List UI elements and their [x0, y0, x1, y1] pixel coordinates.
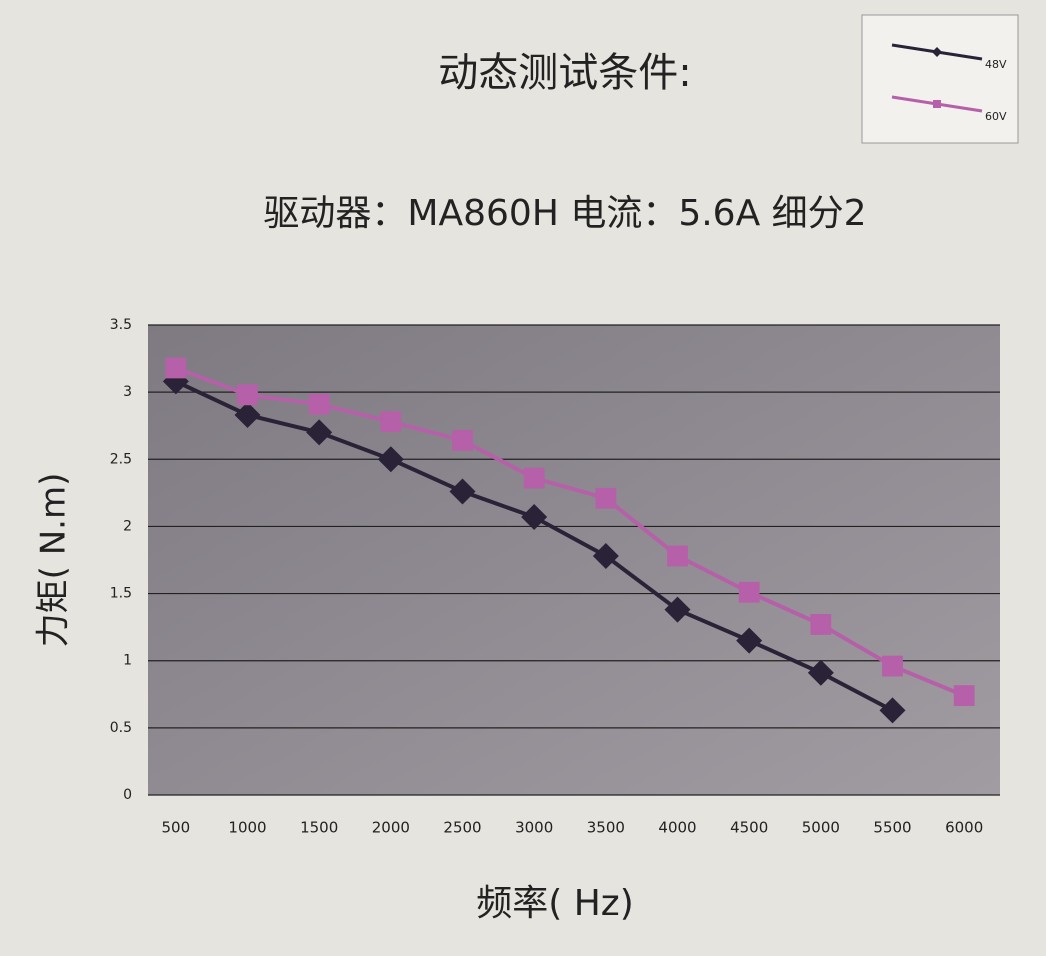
data-point: [807, 659, 834, 686]
x-tick-label: 1000: [228, 819, 266, 837]
x-tick-label: 2000: [372, 819, 410, 837]
marker: [932, 47, 942, 57]
data-point: [165, 357, 187, 379]
data-point: [664, 596, 691, 623]
y-tick-label: 0.5: [110, 720, 132, 736]
y-tick-label: 3.5: [110, 317, 132, 333]
data-point: [521, 504, 548, 531]
data-point: [738, 581, 760, 603]
series-line: [175, 366, 965, 698]
data-point: [879, 697, 906, 724]
data-point: [595, 487, 617, 509]
data-point: [237, 384, 258, 406]
data-point: [380, 411, 402, 433]
x-tick-label: 500: [162, 819, 191, 837]
data-point: [882, 655, 903, 677]
y-tick-label: 2.5: [110, 451, 132, 467]
x-tick-label: 3500: [587, 819, 625, 837]
y-tick-label: 2: [123, 518, 132, 534]
y-tick-label: 1.5: [110, 586, 132, 602]
y-axis-label: 力矩( N.m): [34, 473, 74, 648]
legend-label: 60V: [985, 110, 1007, 123]
data-point: [667, 545, 688, 567]
data-point: [592, 542, 619, 569]
x-tick-label: 4500: [730, 819, 768, 837]
chart-title: 动态测试条件:: [438, 50, 691, 96]
data-point: [523, 467, 545, 489]
y-tick-label: 0: [123, 787, 132, 803]
x-tick-label: 1500: [300, 819, 338, 837]
data-point: [810, 614, 832, 635]
data-point: [953, 685, 975, 707]
marker: [933, 100, 941, 108]
x-tick-label: 3000: [515, 819, 553, 837]
chart-subtitle: 驱动器：MA860H 电流：5.6A 细分2: [263, 193, 866, 234]
plot-area: [148, 325, 1000, 795]
legend-box: [861, 14, 1019, 144]
data-point: [377, 446, 404, 473]
x-tick-label: 2500: [443, 819, 481, 837]
y-tick-label: 1: [123, 653, 132, 669]
y-tick-label: 3: [123, 384, 132, 400]
x-tick-label: 5500: [873, 819, 911, 837]
data-point: [234, 401, 261, 428]
data-point: [452, 430, 473, 451]
x-tick-label: 6000: [945, 819, 983, 837]
x-axis-label: 频率( Hz): [476, 883, 634, 924]
data-point: [449, 478, 476, 505]
data-point: [736, 627, 763, 654]
x-tick-label: 5000: [802, 819, 840, 837]
legend-label: 48V: [985, 58, 1007, 71]
data-point: [308, 393, 330, 415]
data-point: [306, 419, 333, 446]
x-tick-label: 4000: [658, 819, 696, 837]
legend: 48V 60V: [861, 14, 1019, 144]
